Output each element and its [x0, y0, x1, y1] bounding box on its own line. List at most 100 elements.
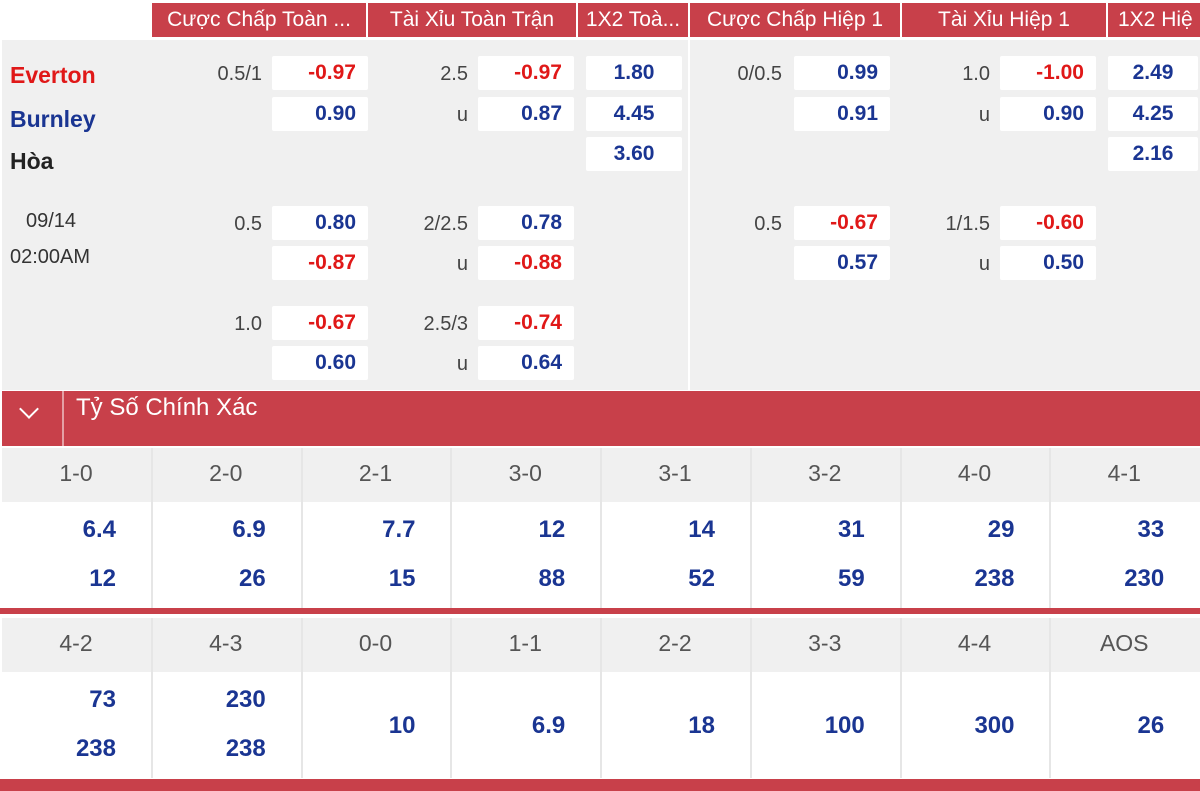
handicap-home-odds[interactable]: -0.97 [272, 56, 368, 90]
score-odds[interactable]: 238 [75, 735, 116, 762]
score-odds[interactable]: 230 [1124, 565, 1165, 592]
header-bar [152, 3, 1200, 37]
h1-handicap-away-odds[interactable]: 0.57 [794, 246, 890, 280]
score-odds[interactable]: 59 [838, 565, 865, 592]
ou-line: 2/2.5 [423, 213, 468, 235]
ou-line: 2.5/3 [423, 313, 468, 335]
h1-ou-line: 1.0 [962, 63, 990, 85]
score-column-separator [749, 618, 752, 778]
handicap-home-odds[interactable]: 0.80 [272, 206, 368, 240]
h1-ou-line: 1/1.5 [945, 213, 990, 235]
ou-line: 2.5 [440, 63, 468, 85]
score-odds[interactable]: 230 [225, 686, 266, 713]
h1-handicap-home-odds[interactable]: 0.99 [794, 56, 890, 90]
col-full-handicap[interactable]: Cược Chấp Toàn ... [167, 8, 351, 31]
full-1x2-away[interactable]: 4.45 [586, 97, 682, 131]
over-odds[interactable]: 0.78 [478, 206, 574, 240]
col-half-handicap[interactable]: Cược Chấp Hiệp 1 [706, 8, 884, 31]
score-column-separator [899, 618, 902, 778]
score-column-separator [300, 618, 303, 778]
h1-over-odds[interactable]: -1.00 [1000, 56, 1096, 90]
score-odds[interactable]: 26 [1137, 712, 1165, 739]
over-odds[interactable]: -0.97 [478, 56, 574, 90]
score-odds[interactable]: 73 [89, 686, 116, 713]
table-bottom-border [0, 779, 1200, 791]
score-label: AOS [1099, 630, 1149, 656]
under-label: u [456, 253, 468, 275]
h1-over-odds[interactable]: -0.60 [1000, 206, 1096, 240]
col-half-over-under[interactable]: Tài Xỉu Hiệp 1 [938, 8, 1070, 31]
score-column-separator [450, 448, 453, 608]
h1-1x2-home[interactable]: 2.49 [1108, 56, 1198, 90]
h1-1x2-away[interactable]: 4.25 [1108, 97, 1198, 131]
handicap-line: 0.5/1 [217, 63, 262, 85]
score-label: 2-1 [358, 460, 393, 486]
score-label: 1-0 [59, 460, 93, 486]
score-odds[interactable]: 7.7 [382, 516, 416, 543]
score-column-separator [450, 618, 453, 778]
score-odds[interactable]: 15 [388, 565, 416, 592]
score-odds[interactable]: 10 [388, 712, 416, 739]
score-odds[interactable]: 6.9 [531, 712, 566, 739]
score-odds[interactable]: 12 [89, 565, 116, 592]
header-separator [366, 3, 368, 37]
h1-under-label: u [978, 253, 990, 275]
score-column-separator [1049, 448, 1052, 608]
h1-under-odds[interactable]: 0.90 [1000, 97, 1096, 131]
full-1x2-draw[interactable]: 3.60 [586, 137, 682, 171]
score-odds[interactable]: 100 [824, 712, 865, 739]
score-odds[interactable]: 238 [974, 565, 1015, 592]
section-divider [62, 391, 64, 446]
handicap-away-odds[interactable]: 0.60 [272, 346, 368, 380]
over-odds[interactable]: -0.74 [478, 306, 574, 340]
exact-score-title: Tỷ Số Chính Xác [76, 394, 258, 421]
handicap-away-odds[interactable]: 0.90 [272, 97, 368, 131]
h1-1x2-draw[interactable]: 2.16 [1108, 137, 1198, 171]
score-odds[interactable]: 238 [225, 735, 266, 762]
score-label: 0-0 [358, 630, 393, 656]
handicap-home-odds[interactable]: -0.67 [272, 306, 368, 340]
score-odds[interactable]: 6.4 [82, 516, 116, 543]
score-column-separator [150, 618, 153, 778]
score-label: 2-0 [209, 460, 243, 486]
score-odds[interactable]: 14 [688, 516, 715, 543]
score-label: 4-1 [1107, 460, 1141, 486]
under-odds[interactable]: -0.88 [478, 246, 574, 280]
score-odds[interactable]: 88 [538, 565, 566, 592]
score-label: 2-2 [658, 630, 692, 656]
score-odds[interactable]: 6.9 [232, 516, 266, 543]
score-label: 4-0 [957, 460, 992, 486]
score-row-divider [0, 608, 1200, 614]
score-odds[interactable]: 26 [239, 565, 266, 592]
under-odds[interactable]: 0.64 [478, 346, 574, 380]
team-away: Burnley [10, 106, 96, 132]
score-odds[interactable]: 18 [688, 712, 715, 739]
team-home: Everton [10, 62, 96, 88]
col-full-over-under[interactable]: Tài Xỉu Toàn Trận [389, 8, 555, 31]
score-column-separator [150, 448, 153, 608]
h1-under-odds[interactable]: 0.50 [1000, 246, 1096, 280]
handicap-away-odds[interactable]: -0.87 [272, 246, 368, 280]
score-column-separator [600, 618, 602, 778]
score-odds[interactable]: 29 [987, 516, 1015, 543]
score-label: 3-3 [808, 630, 842, 656]
header-separator [576, 3, 578, 37]
h1-handicap-home-odds[interactable]: -0.67 [794, 206, 890, 240]
h1-under-label: u [978, 104, 990, 126]
match-date: 09/14 [26, 210, 77, 232]
score-odds[interactable]: 33 [1137, 516, 1165, 543]
score-column-separator [749, 448, 752, 608]
score-odds[interactable]: 31 [838, 516, 865, 543]
h1-handicap-line: 0/0.5 [737, 63, 782, 85]
h1-handicap-line: 0.5 [754, 213, 782, 235]
full-1x2-home[interactable]: 1.80 [586, 56, 682, 90]
score-odds[interactable]: 52 [688, 565, 715, 592]
h1-handicap-away-odds[interactable]: 0.91 [794, 97, 890, 131]
score-odds[interactable]: 12 [538, 516, 566, 543]
exact-score-header[interactable] [2, 391, 1200, 446]
under-odds[interactable]: 0.87 [478, 97, 574, 131]
score-odds[interactable]: 300 [974, 712, 1015, 739]
col-full-1x2[interactable]: 1X2 Toà... [585, 8, 681, 31]
col-half-1x2[interactable]: 1X2 Hiệ [1118, 8, 1193, 31]
score-label: 3-1 [658, 460, 692, 486]
